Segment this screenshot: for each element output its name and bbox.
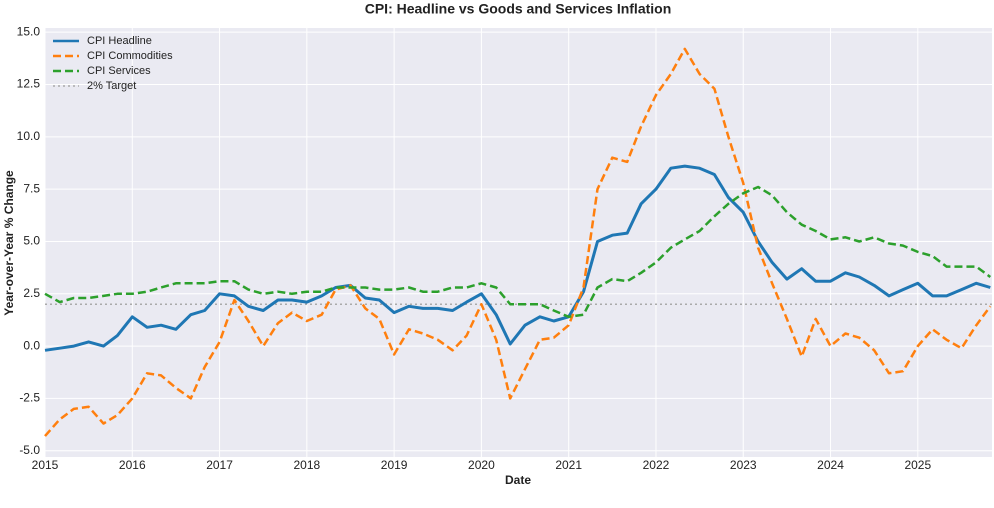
y-tick-label: 12.5 (17, 77, 41, 91)
x-tick-label: 2018 (293, 458, 320, 472)
series-line (44, 185, 992, 319)
chart-title: CPI: Headline vs Goods and Services Infl… (365, 1, 672, 17)
x-tick-label: 2024 (817, 458, 844, 472)
x-tick-label: 2019 (381, 458, 408, 472)
y-tick-label: 5.0 (23, 234, 40, 248)
x-tick-label: 2025 (904, 458, 931, 472)
x-tick-label: 2021 (555, 458, 582, 472)
y-tick-label: 0.0 (23, 338, 40, 352)
y-tick-label: 10.0 (17, 129, 41, 143)
x-tick-label: 2020 (468, 458, 495, 472)
plot-background (45, 28, 992, 457)
x-tick-label: 2016 (119, 458, 146, 472)
legend-label: CPI Headline (87, 35, 152, 47)
x-axis-label: Date (505, 473, 531, 487)
y-tick-label: -5.0 (19, 443, 40, 457)
x-tick-label: 2017 (206, 458, 233, 472)
y-tick-label: -2.5 (19, 391, 40, 405)
series-line (44, 164, 991, 352)
legend-label: 2% Target (87, 80, 136, 92)
y-tick-label: 7.5 (23, 181, 40, 195)
legend-label: CPI Commodities (87, 50, 173, 62)
x-tick-label: 2022 (643, 458, 670, 472)
legend-label: CPI Services (87, 65, 151, 77)
y-tick-label: 15.0 (17, 24, 41, 38)
y-axis-label: Year-over-Year % Change (2, 170, 16, 316)
x-tick-label: 2015 (32, 458, 59, 472)
y-tick-label: 2.5 (23, 286, 40, 300)
x-tick-label: 2023 (730, 458, 757, 472)
